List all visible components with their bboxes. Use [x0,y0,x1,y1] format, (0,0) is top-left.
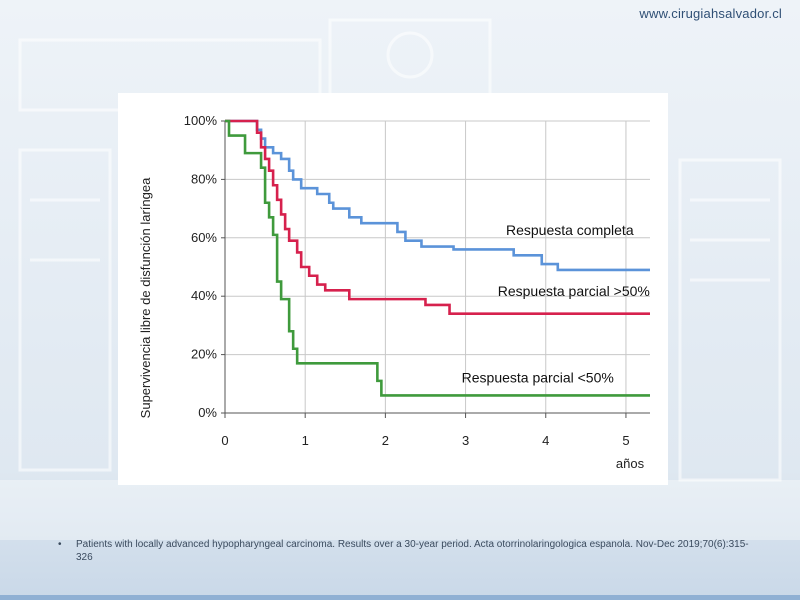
site-url: www.cirugiahsalvador.cl [639,6,782,21]
y-tick-label: 80% [191,171,217,186]
grid [224,120,650,414]
series-label-3: Respuesta parcial <50% [462,369,614,385]
series-line-3 [225,119,650,397]
x-tick-label: 4 [542,433,549,448]
y-axis-label: Supervivencia libre de disfunción laríng… [138,177,153,418]
y-tick-label: 0% [198,405,217,420]
footnote-text: Patients with locally advanced hypophary… [76,539,749,563]
footnote: • Patients with locally advanced hypopha… [58,538,758,564]
x-axis-label: años [616,456,645,471]
series-lines [225,119,650,397]
x-tick-label: 0 [221,433,228,448]
series-line-2 [225,119,650,316]
series-label-2: Respuesta parcial >50% [498,283,650,299]
series-line-1 [225,119,650,272]
y-tick-label: 100% [184,113,218,128]
bullet-marker: • [58,539,62,550]
y-tick-label: 60% [191,230,217,245]
x-tick-label: 1 [302,433,309,448]
series-label-1: Respuesta completa [506,222,634,238]
x-tick-label: 5 [622,433,629,448]
y-tick-label: 40% [191,288,217,303]
series-labels: Respuesta completa Respuesta parcial >50%… [462,222,650,385]
bottom-rule [0,595,800,600]
x-tick-label: 3 [462,433,469,448]
x-tick-label: 2 [382,433,389,448]
y-tick-label: 20% [191,347,217,362]
survival-chart: 0% 20% 40% 60% 80% 100% 0 1 2 3 4 5 Respuesta compl… [138,113,650,471]
chart-panel: 0% 20% 40% 60% 80% 100% 0 1 2 3 4 5 Respuesta compl… [118,93,668,485]
axes: 0% 20% 40% 60% 80% 100% 0 1 2 3 4 5 [184,113,650,448]
